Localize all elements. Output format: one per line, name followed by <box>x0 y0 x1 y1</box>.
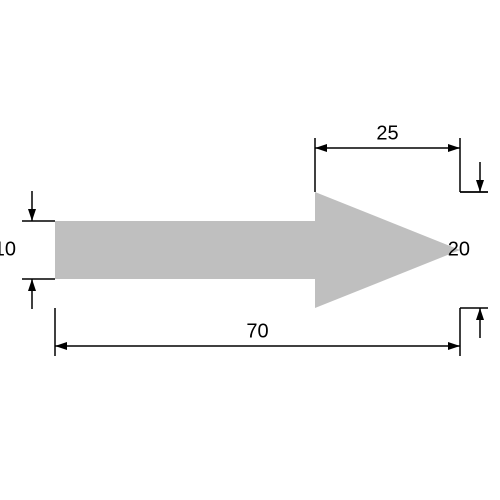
dim-label-shaft-height: 10 <box>0 239 16 262</box>
dim-label-head-width: 25 <box>376 123 398 146</box>
technical-drawing: 70 25 10 20 <box>0 0 500 500</box>
drawing-svg <box>0 0 500 500</box>
dim-label-total-width: 70 <box>246 321 268 344</box>
dim-label-head-height: 20 <box>448 239 470 262</box>
arrow-shape <box>55 192 460 308</box>
